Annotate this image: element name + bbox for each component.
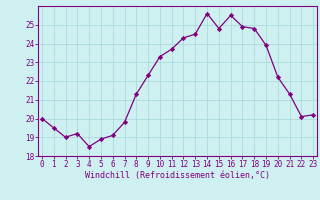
X-axis label: Windchill (Refroidissement éolien,°C): Windchill (Refroidissement éolien,°C) [85, 171, 270, 180]
